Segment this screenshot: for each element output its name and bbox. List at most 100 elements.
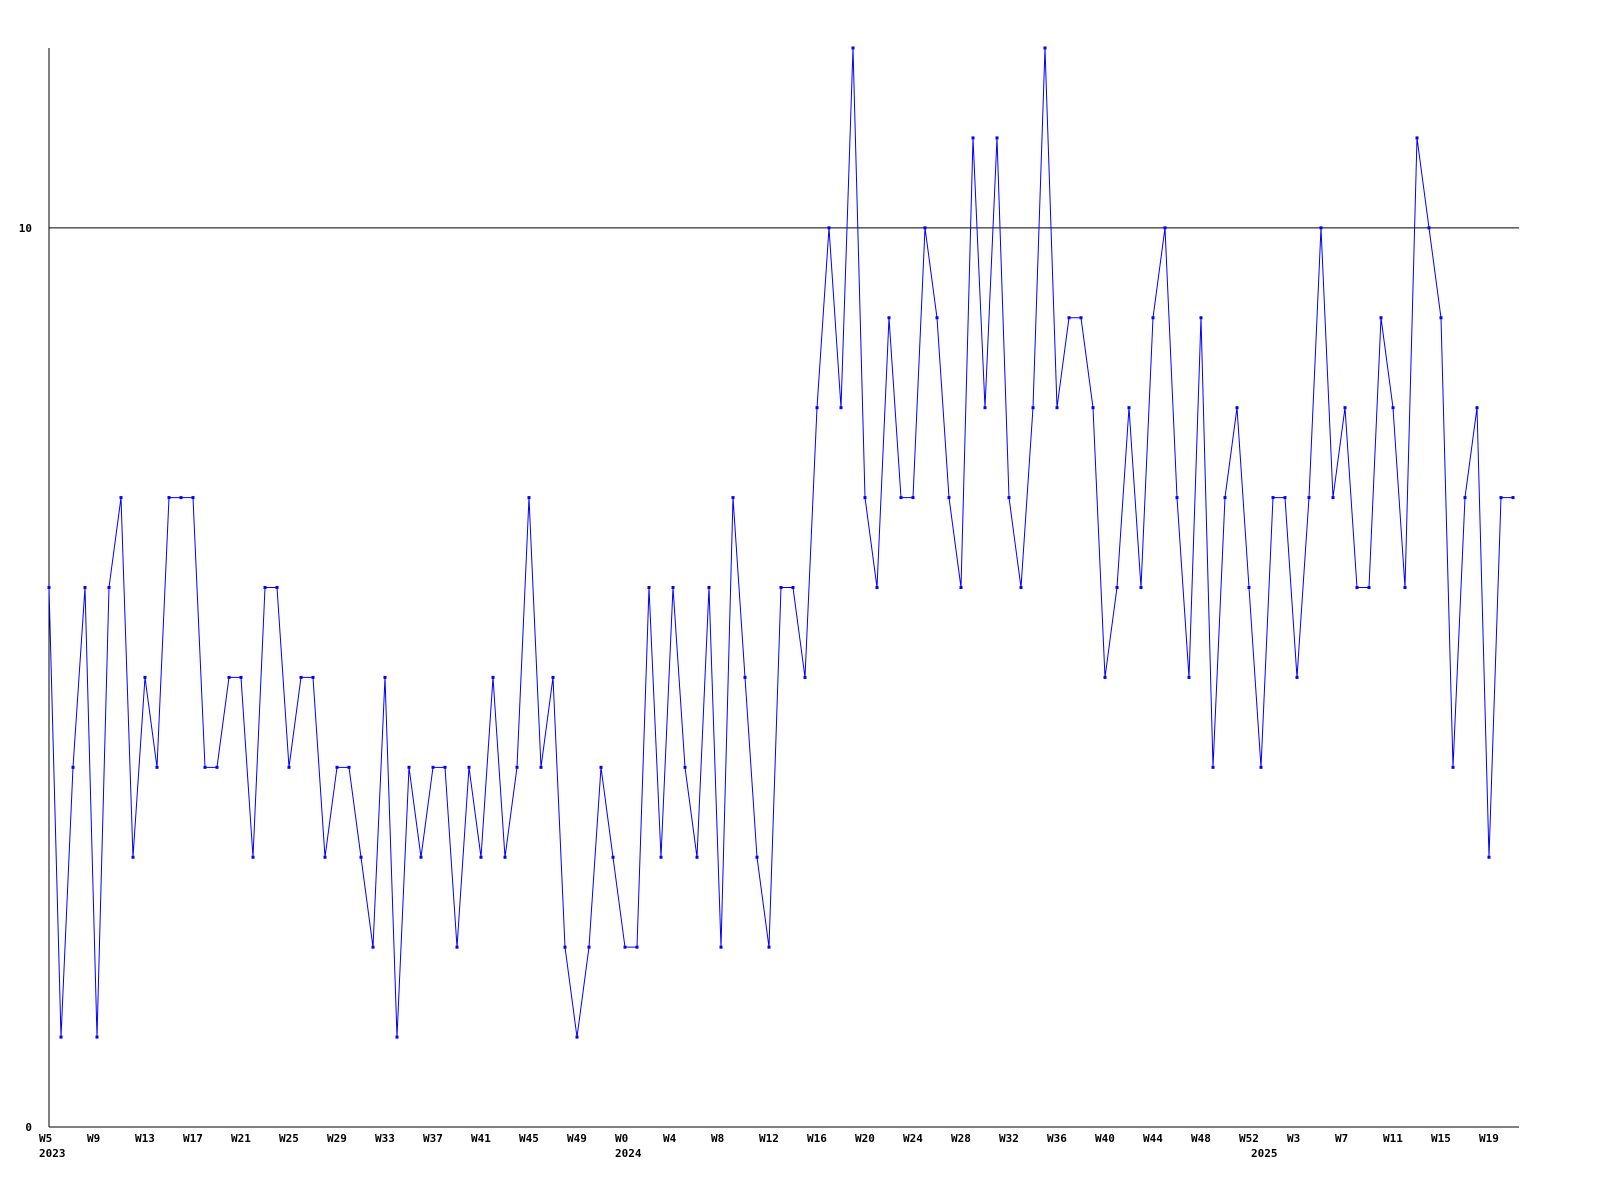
x-tick-label: W52 [1239,1132,1259,1145]
data-point [1151,316,1155,320]
data-point [1031,406,1035,410]
x-tick-label: W36 [1047,1132,1067,1145]
data-point [419,855,423,859]
data-point [191,496,195,500]
data-point [323,855,327,859]
data-point [947,496,951,500]
x-tick-label: W37 [423,1132,443,1145]
data-point [239,675,243,679]
y-tick-label: 0 [25,1121,32,1134]
data-point [1463,496,1467,500]
data-point [1499,496,1503,500]
x-tick-label: W12 [759,1132,779,1145]
x-tick-label: W7 [1335,1132,1348,1145]
data-point [1319,226,1323,230]
data-point [551,675,555,679]
data-point [179,496,183,500]
x-tick-label: W9 [87,1132,100,1145]
data-point [1271,496,1275,500]
data-point [1283,496,1287,500]
data-point [1343,406,1347,410]
x-tick-label: W17 [183,1132,203,1145]
data-point [971,136,975,140]
data-point [1127,406,1131,410]
data-point [851,46,855,50]
data-point [1307,496,1311,500]
data-point [1091,406,1095,410]
data-point [1079,316,1083,320]
data-point [83,586,87,589]
data-line [48,47,1513,1038]
data-point [1163,226,1167,230]
x-tick-label: W32 [999,1132,1019,1145]
data-point [887,316,891,320]
data-point [47,586,51,589]
data-point [683,765,687,769]
data-point [515,765,519,769]
data-point [1403,586,1407,589]
data-point [635,945,639,949]
data-point [995,136,999,140]
x-tick-label: W13 [135,1132,155,1145]
data-point [1199,316,1203,320]
data-point [815,406,819,410]
data-point [1331,496,1335,500]
data-point [299,675,303,679]
data-point [1427,226,1431,230]
data-point [1367,586,1371,589]
data-point [1439,316,1443,320]
data-point [527,496,531,500]
data-point [227,675,231,679]
x-tick-label: W0 [615,1132,628,1145]
data-point [803,675,807,679]
data-point [731,496,735,500]
data-point [443,765,447,769]
x-tick-label: W40 [1095,1132,1115,1145]
x-tick-label: W11 [1383,1132,1403,1145]
data-point [587,945,591,949]
data-point [1475,406,1479,410]
x-tick-label: W3 [1287,1132,1300,1145]
data-point [1055,406,1059,410]
data-point [695,855,699,859]
data-point [395,1035,399,1039]
data-point [1139,586,1143,589]
x-tick-label: W28 [951,1132,971,1145]
data-point [491,675,495,679]
data-point [371,945,375,949]
data-point [1355,586,1359,589]
data-point [347,765,351,769]
data-point [911,496,915,500]
data-point [659,855,663,859]
data-point [263,586,267,589]
data-point [1019,586,1023,589]
year-label: 2023 [39,1147,66,1160]
x-tick-label: W8 [711,1132,724,1145]
data-point [455,945,459,949]
data-point [503,855,507,859]
data-point [959,586,963,589]
data-point [863,496,867,500]
data-point [1175,496,1179,500]
data-point [707,586,711,589]
data-point [575,1035,579,1039]
data-point [119,496,123,500]
data-point [875,586,879,589]
data-point [755,855,759,859]
data-point [1415,136,1419,140]
data-point [1103,675,1107,679]
data-point [1211,765,1215,769]
data-point [59,1035,63,1039]
data-point [791,586,795,589]
data-point [71,765,75,769]
x-tick-label: W21 [231,1132,251,1145]
data-point [203,765,207,769]
x-tick-label: W4 [663,1132,677,1145]
data-point [275,586,279,589]
data-point [167,496,171,500]
x-tick-label: W29 [327,1132,347,1145]
data-point [467,765,471,769]
data-point [1067,316,1071,320]
data-point [131,855,135,859]
y-tick-label: 10 [19,222,32,235]
